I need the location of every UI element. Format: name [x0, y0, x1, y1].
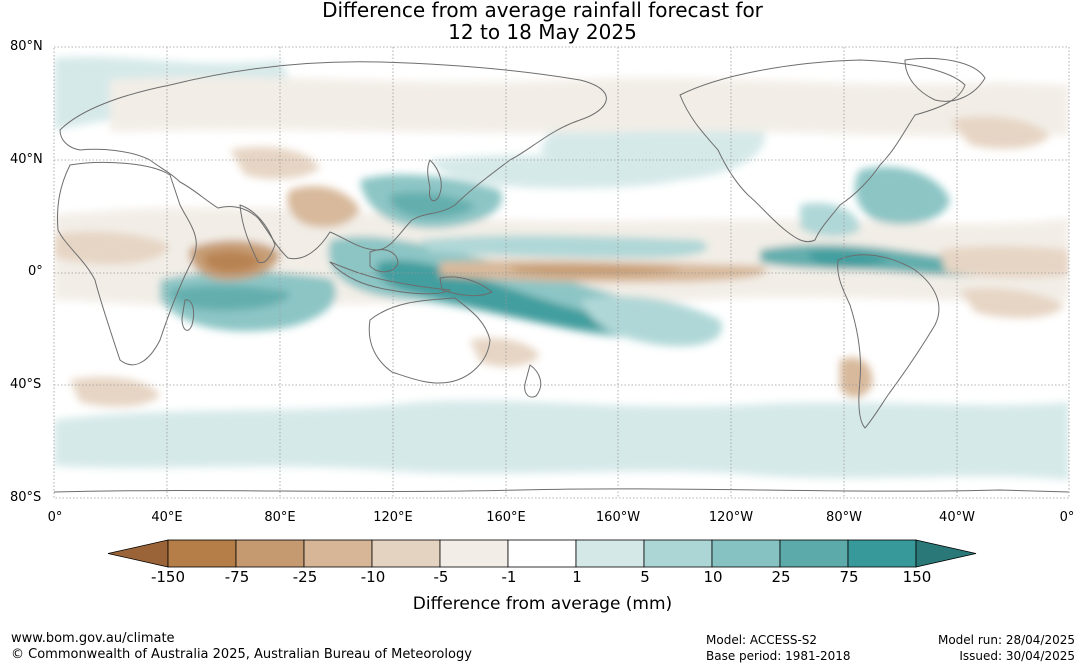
colorbar-label-75: 75	[839, 568, 859, 586]
lat-label-40s: 40°S	[10, 377, 42, 392]
anomaly-zone-south-pacific-wet	[580, 296, 722, 347]
footer-base-period: Base period: 1981-2018	[706, 649, 851, 663]
footer-model-run: Model run: 28/04/2025	[937, 633, 1075, 647]
lon-label-160e: 160°E	[486, 510, 526, 525]
colorbar-label-minus5: -5	[433, 568, 449, 586]
anomaly-zone-south-indian-dry	[70, 376, 160, 407]
graticule	[54, 47, 1069, 498]
colorbar-label-5: 5	[640, 568, 650, 586]
map-frame	[53, 46, 1070, 499]
borneo-outline	[369, 249, 399, 273]
lon-label-40e: 40°E	[151, 510, 183, 525]
anomaly-zone-east-pacific-core	[808, 250, 890, 267]
anomaly-zone-north-atlantic-dry	[950, 116, 1050, 149]
lon-label-40w: 40°W	[939, 510, 975, 525]
anomaly-zone-north-africa-dry	[54, 231, 170, 265]
india-outline	[239, 204, 276, 264]
colorbar-label-minus25: -25	[292, 568, 318, 586]
anomaly-band-north-dry-light	[110, 76, 1069, 137]
anomaly-zone-north-atlantic-wet	[855, 166, 950, 225]
lon-label-120e: 120°E	[373, 510, 413, 525]
lat-label-40n: 40°N	[10, 152, 43, 167]
indonesia-outline	[329, 261, 451, 295]
colorbar-label-minus10: -10	[360, 568, 386, 586]
anomaly-zone-north-pacific-itcz-wet	[420, 235, 708, 258]
anomaly-zone-tasman-dry	[470, 337, 540, 367]
anomaly-band-southern-ocean-light	[54, 400, 1069, 480]
footer-website: www.bom.gov.au/climate	[11, 631, 175, 646]
lon-label-160w: 160°W	[595, 510, 641, 525]
lon-label-80w: 80°W	[826, 510, 862, 525]
anomaly-zone-mid-pacific-wet	[430, 155, 700, 189]
anomaly-zone-atlantic-dry	[940, 246, 1069, 278]
antarctica-outline	[54, 488, 1069, 493]
colorbar-label-1: 1	[572, 568, 582, 586]
colorbar-label-minus150: -150	[150, 568, 186, 586]
lat-label-80n: 80°N	[10, 39, 43, 54]
europe-asia-outline	[59, 61, 607, 260]
australia-outline	[368, 297, 491, 384]
chart-title-line2: 12 to 18 May 2025	[448, 20, 637, 44]
coastlines	[54, 57, 1069, 493]
anomaly-zone-indian-core	[169, 285, 290, 311]
colorbar-label-25: 25	[771, 568, 791, 586]
greenland-outline	[904, 57, 986, 102]
anomaly-zone-south-atlantic-dry	[960, 288, 1065, 319]
colorbar-label-150: 150	[902, 568, 932, 586]
anomaly-zone-gulf-wet	[800, 202, 860, 237]
anomaly-zone-west-pacific-core	[389, 192, 475, 218]
japan-outline	[427, 159, 442, 202]
lon-label-0-east: 0°	[1059, 510, 1075, 525]
footer-copyright: © Commonwealth of Australia 2025, Austra…	[11, 647, 472, 662]
anomaly-zone-east-asia-dry	[230, 146, 320, 180]
rainfall-anomaly-map	[53, 46, 1070, 499]
lat-label-equator: 0°	[28, 264, 43, 279]
anomaly-field	[54, 56, 1069, 480]
colorbar-label-minus75: -75	[224, 568, 250, 586]
north-america-outline	[679, 59, 966, 243]
footer-issued: Issued: 30/04/2025	[959, 649, 1075, 663]
anomaly-zone-south-america-dry	[840, 357, 873, 398]
chart-title-line1: Difference from average rainfall forecas…	[322, 0, 763, 22]
africa-outline	[57, 162, 197, 366]
lon-label-80e: 80°E	[264, 510, 296, 525]
footer-model: Model: ACCESS-S2	[706, 633, 818, 647]
lat-label-80s: 80°S	[10, 490, 42, 505]
colorbar-title: Difference from average (mm)	[412, 594, 673, 614]
new-zealand-outline	[524, 364, 542, 398]
lon-label-0-west: 0°	[47, 510, 63, 525]
colorbar-label-10: 10	[703, 568, 723, 586]
lon-label-120w: 120°W	[708, 510, 754, 525]
new-guinea-outline	[439, 276, 493, 297]
colorbar-label-minus1: -1	[501, 568, 517, 586]
anomaly-zone-south-china-dry	[287, 186, 360, 228]
madagascar-outline	[181, 299, 195, 331]
south-america-outline	[837, 254, 940, 429]
anomaly-zone-indian-dry-core	[204, 250, 262, 273]
